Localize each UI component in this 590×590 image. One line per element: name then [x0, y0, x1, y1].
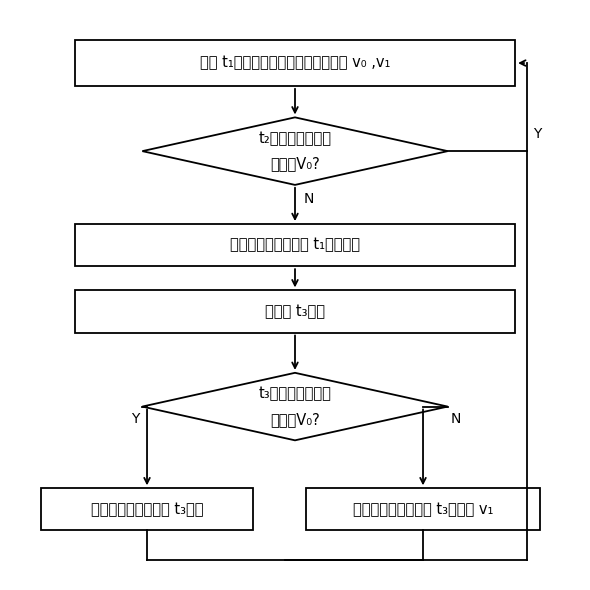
Bar [75, 224, 515, 266]
Text: 等待到 t₃时间: 等待到 t₃时间 [265, 304, 325, 319]
Text: 値恢夏Ⅴ₀?: 値恢夏Ⅴ₀? [270, 156, 320, 172]
Polygon shape [142, 117, 448, 185]
Text: Y: Y [131, 412, 139, 427]
Text: t₃时间内遥信状态: t₃时间内遥信状态 [258, 386, 332, 401]
Text: 发出事项：遥信时间 t₃状态为 v₁: 发出事项：遥信时间 t₃状态为 v₁ [353, 502, 493, 517]
Text: t₂时间内遥信状态: t₂时间内遥信状态 [258, 131, 332, 146]
Bar [75, 290, 515, 333]
Text: 发出事项：遥信时间 t₃复归: 发出事项：遥信时间 t₃复归 [91, 502, 204, 517]
Text: 发出事项：遥信时间 t₁状态变位: 发出事项：遥信时间 t₁状态变位 [230, 238, 360, 253]
Bar [75, 40, 515, 86]
Text: N: N [304, 192, 314, 205]
Polygon shape [142, 373, 448, 440]
Text: 记录 t₁时间遥信变化前、后的状态値 v₀ ,v₁: 记录 t₁时间遥信变化前、后的状态値 v₀ ,v₁ [200, 55, 390, 71]
Text: 値恢夏Ⅴ₀?: 値恢夏Ⅴ₀? [270, 412, 320, 427]
Text: Y: Y [533, 126, 541, 140]
Bar [41, 488, 253, 530]
Bar [306, 488, 540, 530]
Text: N: N [451, 412, 461, 427]
